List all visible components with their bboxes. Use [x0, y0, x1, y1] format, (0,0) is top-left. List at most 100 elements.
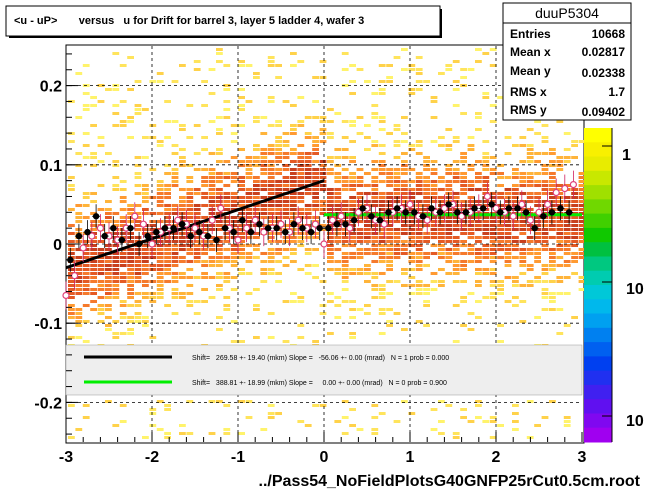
heatmap-cell: [356, 216, 364, 219]
heatmap-cell: [526, 148, 534, 151]
heatmap-cell: [82, 204, 90, 207]
heatmap-cell: [415, 220, 423, 223]
heatmap-cell: [319, 120, 327, 123]
heatmap-cell: [452, 192, 460, 195]
heatmap-cell: [489, 232, 497, 235]
heatmap-cell: [519, 320, 527, 323]
heatmap-cell: [578, 220, 586, 223]
heatmap-cell: [504, 244, 512, 247]
heatmap-cell: [578, 172, 586, 175]
heatmap-cell: [68, 224, 75, 227]
heatmap-cell: [578, 280, 586, 283]
heatmap-cell: [267, 164, 275, 167]
heatmap-cell: [186, 104, 194, 107]
heatmap-cell: [282, 212, 290, 215]
profile-marker-open: [569, 181, 578, 189]
heatmap-cell: [386, 184, 393, 187]
heatmap-cell: [497, 96, 504, 99]
heatmap-cell: [253, 308, 260, 311]
heatmap-cell: [149, 224, 157, 227]
heatmap-cell: [201, 244, 208, 247]
heatmap-cell: [549, 204, 556, 207]
colorbar-segment: [584, 342, 612, 357]
heatmap-cell: [393, 252, 401, 255]
heatmap-cell: [356, 272, 364, 275]
heatmap-cell: [467, 220, 475, 223]
heatmap-cell: [238, 268, 245, 271]
heatmap-cell: [467, 136, 475, 139]
heatmap-cell: [105, 292, 112, 295]
heatmap-cell: [319, 76, 327, 79]
heatmap-cell: [112, 244, 120, 247]
heatmap-cell: [334, 188, 342, 191]
heatmap-cell: [526, 152, 534, 155]
heatmap-cell: [497, 224, 504, 227]
heatmap-cell: [415, 232, 423, 235]
heatmap-cell: [290, 184, 297, 187]
heatmap-cell: [319, 228, 327, 231]
heatmap-cell: [230, 260, 238, 263]
heatmap-cell: [393, 256, 401, 259]
heatmap-cell: [134, 184, 142, 187]
profile-marker-open: [518, 200, 526, 208]
heatmap-cell: [186, 300, 194, 303]
heatmap-cell: [541, 200, 549, 203]
stats-box: duuP5304 Entries 10668 Mean x 0.02817 Me…: [502, 2, 632, 121]
heatmap-cell: [112, 332, 120, 335]
heatmap-cell: [445, 148, 453, 151]
heatmap-cell: [164, 192, 171, 195]
heatmap-cell: [297, 120, 305, 123]
heatmap-cell: [423, 324, 430, 327]
heatmap-cell: [438, 248, 445, 251]
heatmap-cell: [82, 264, 90, 267]
heatmap-cell: [134, 164, 142, 167]
heatmap-cell: [208, 172, 216, 175]
heatmap-cell: [526, 248, 534, 251]
heatmap-cell: [482, 184, 490, 187]
heatmap-cell: [571, 204, 578, 207]
heatmap-cell: [82, 288, 90, 291]
heatmap-cell: [142, 136, 149, 139]
heatmap-cell: [164, 432, 171, 435]
heatmap-cell: [393, 140, 401, 143]
heatmap-cell: [245, 160, 253, 163]
heatmap-cell: [112, 336, 120, 339]
heatmap-cell: [445, 180, 453, 183]
heatmap-cell: [297, 160, 305, 163]
heatmap-cell: [223, 256, 231, 259]
heatmap-cell: [290, 248, 297, 251]
heatmap-cell: [460, 76, 467, 79]
heatmap-cell: [408, 224, 416, 227]
heatmap-cell: [82, 284, 90, 287]
heatmap-cell: [556, 332, 564, 335]
heatmap-cell: [578, 176, 586, 179]
profile-marker-open: [294, 216, 302, 224]
heatmap-cell: [253, 192, 260, 195]
colorbar-segment: [584, 370, 612, 386]
heatmap-cell: [179, 196, 186, 199]
heatmap-cell: [142, 228, 149, 231]
heatmap-cell: [267, 336, 275, 339]
heatmap-cell: [408, 252, 416, 255]
heatmap-cell: [297, 96, 305, 99]
heatmap-cell: [201, 276, 208, 279]
heatmap-cell: [378, 252, 386, 255]
profile-marker: [144, 232, 151, 240]
heatmap-cell: [82, 132, 90, 135]
heatmap-cell: [452, 176, 460, 179]
profile-marker-open: [311, 220, 319, 228]
heatmap-cell: [260, 216, 268, 219]
heatmap-cell: [319, 168, 327, 171]
heatmap-cell: [193, 300, 201, 303]
heatmap-cell: [334, 192, 342, 195]
heatmap-cell: [541, 192, 549, 195]
heatmap-cell: [297, 216, 305, 219]
heatmap-cell: [171, 276, 179, 279]
heatmap-cell: [519, 240, 527, 243]
heatmap-cell: [415, 240, 423, 243]
heatmap-cell: [341, 52, 349, 55]
heatmap-cell: [556, 280, 564, 283]
heatmap-cell: [364, 232, 371, 235]
heatmap-cell: [415, 80, 423, 83]
heatmap-cell: [223, 296, 231, 299]
